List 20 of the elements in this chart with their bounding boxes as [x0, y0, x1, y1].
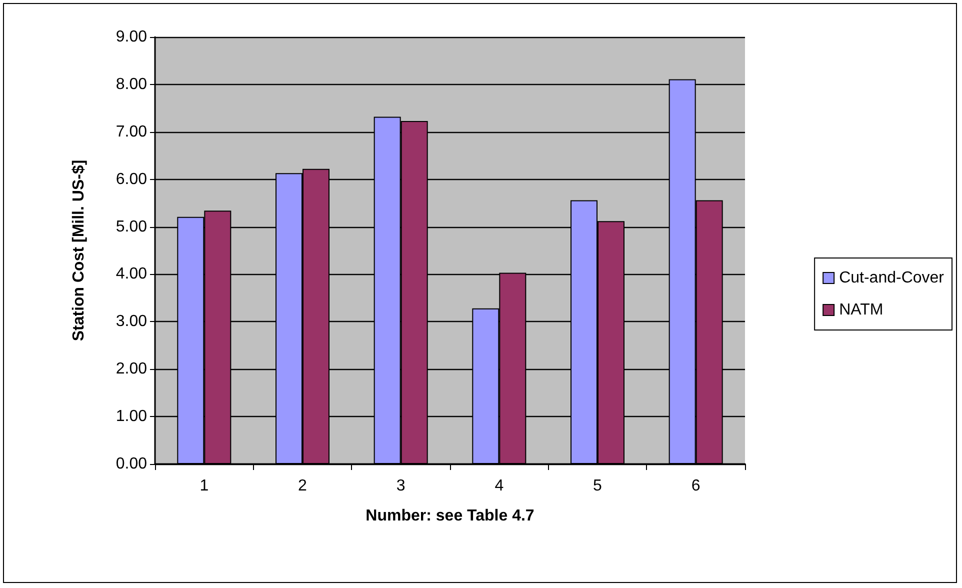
x-axis-title: Number: see Table 4.7 [366, 508, 534, 524]
y-tick-label: 1.00 [116, 408, 148, 426]
y-axis-title: Station Cost [Mill. US-$] [70, 160, 88, 342]
y-tick-label: 7.00 [116, 123, 148, 140]
y-tick-label: 6.00 [116, 170, 148, 188]
y-tick-label: 0.00 [116, 456, 148, 472]
y-tick-label: 8.00 [116, 76, 148, 93]
x-tick-label: 1 [200, 478, 209, 494]
y-tick-label: 4.00 [116, 266, 148, 283]
x-tick-label: 4 [494, 478, 504, 494]
x-tick-label: 3 [396, 478, 406, 494]
x-tick-label: 5 [593, 478, 602, 494]
legend-label: NATM [839, 302, 884, 318]
legend-label: Cut-and-Cover [839, 270, 945, 286]
x-tick-label: 2 [298, 478, 308, 494]
y-tick-label: 3.00 [116, 313, 148, 330]
y-tick-label: 2.00 [116, 360, 148, 378]
x-tick-label: 6 [691, 478, 700, 494]
y-tick-label: 5.00 [116, 218, 148, 236]
y-tick-label: 9.00 [116, 28, 148, 46]
